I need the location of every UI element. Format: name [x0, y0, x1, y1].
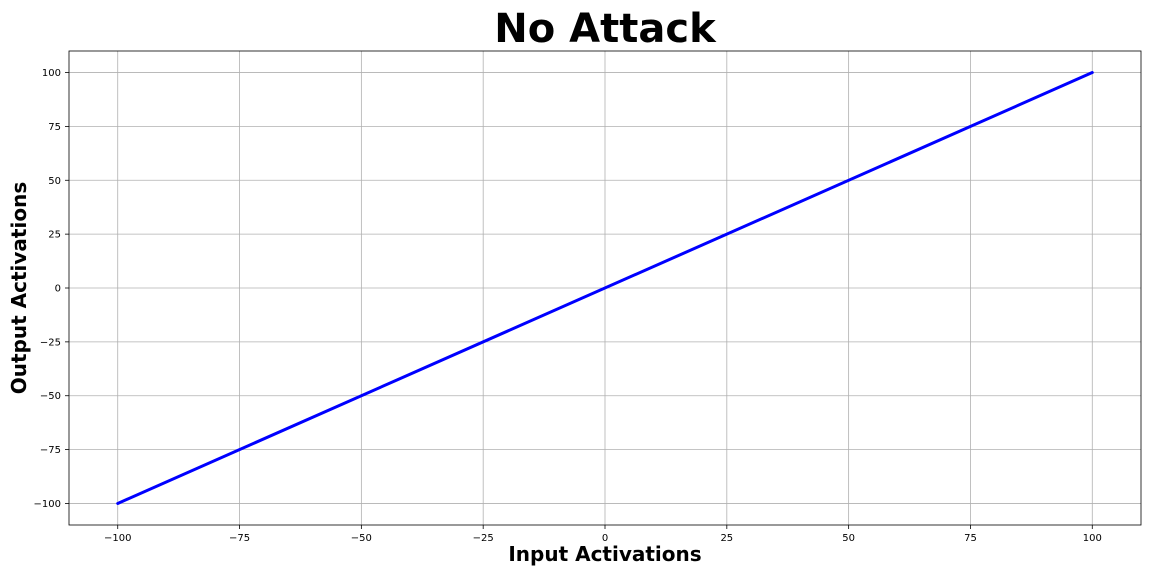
- y-tick-label: 0: [55, 284, 61, 295]
- x-tick-label: 0: [602, 533, 608, 544]
- x-tick-label: 25: [720, 533, 733, 544]
- y-tick-label: −50: [40, 391, 61, 402]
- x-tick-label: −100: [104, 533, 131, 544]
- y-tick-label: 25: [48, 230, 61, 241]
- x-tick-label: 100: [1083, 533, 1102, 544]
- y-tick-label: 75: [48, 122, 61, 133]
- x-tick-label: 75: [964, 533, 977, 544]
- y-axis: −100 −75 −50 −25 0 25 50 75 100: [34, 68, 69, 510]
- y-tick-label: 100: [42, 68, 61, 79]
- series-line: [116, 71, 1094, 505]
- x-tick-label: −50: [351, 533, 372, 544]
- x-tick-label: 50: [842, 533, 855, 544]
- y-tick-label: −75: [40, 445, 61, 456]
- x-axis-label: Input Activations: [508, 542, 701, 566]
- x-tick-label: −25: [473, 533, 494, 544]
- y-tick-label: 50: [48, 176, 61, 187]
- x-axis: −100 −75 −50 −25 0 25 50 75 100: [104, 525, 1102, 544]
- x-tick-label: −75: [229, 533, 250, 544]
- y-tick-label: −25: [40, 337, 61, 348]
- series-layer: [116, 71, 1094, 505]
- y-tick-label: −100: [34, 499, 61, 510]
- y-axis-label: Output Activations: [7, 182, 31, 394]
- chart-title: No Attack: [494, 6, 717, 52]
